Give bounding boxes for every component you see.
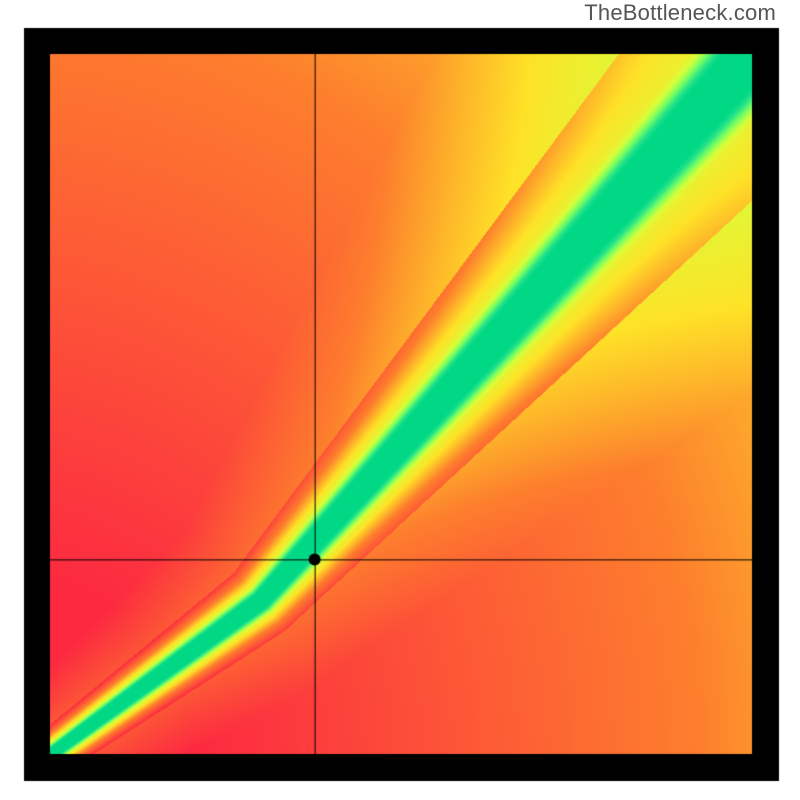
watermark-text: TheBottleneck.com xyxy=(584,0,776,26)
heatmap-canvas xyxy=(0,0,800,800)
